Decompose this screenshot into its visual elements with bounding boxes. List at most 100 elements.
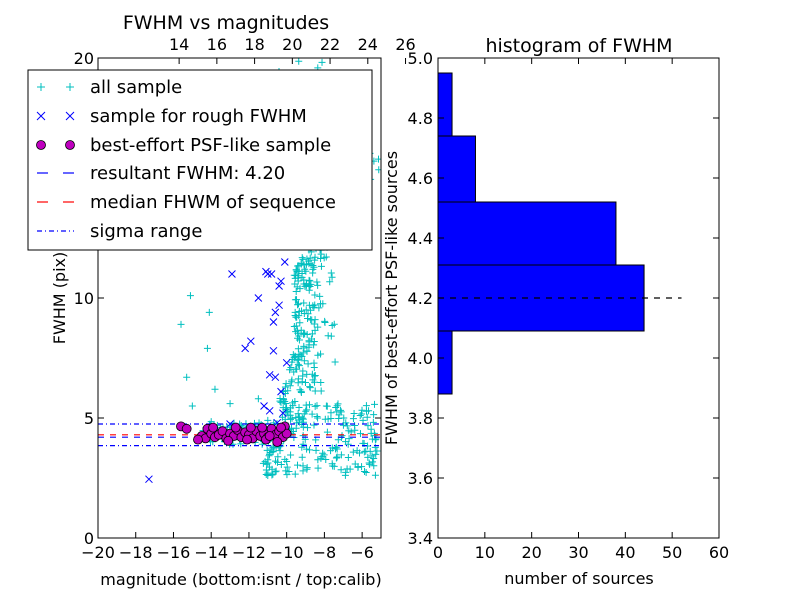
scatter-point-all-sample — [344, 454, 352, 462]
scatter-point-all-sample — [332, 403, 340, 411]
x-tick-label: −16 — [157, 543, 191, 562]
scatter-point-all-sample — [370, 411, 378, 419]
scatter-point-all-sample — [338, 432, 346, 440]
scatter-point-all-sample — [274, 453, 282, 461]
scatter-point-all-sample — [304, 314, 312, 322]
scatter-point-all-sample — [293, 283, 301, 291]
scatter-point-all-sample — [295, 308, 303, 316]
x-tick-label: 10 — [475, 543, 495, 562]
scatter-point-all-sample — [304, 360, 312, 368]
histogram-bar — [437, 201, 617, 266]
scatter-point-rough-sample — [271, 308, 280, 317]
scatter-axis-ticks: −20 −18 −16 −14 −12 −10 −8 −6 14 16 18 20 22 24 26 0 5 10… — [74, 35, 416, 562]
scatter-point-all-sample — [283, 463, 291, 471]
scatter-point-all-sample — [299, 462, 307, 470]
scatter-point-all-sample — [317, 255, 325, 263]
scatter-point-psf-sample — [264, 431, 275, 441]
scatter-point-all-sample — [268, 465, 276, 473]
scatter-point-all-sample — [340, 414, 348, 422]
scatter-point-all-sample — [295, 404, 303, 412]
scatter-point-all-sample — [349, 448, 357, 456]
scatter-point-all-sample — [356, 411, 364, 419]
scatter-point-all-sample — [320, 254, 328, 262]
scatter-point-all-sample — [261, 458, 269, 466]
scatter-point-all-sample — [306, 384, 314, 392]
scatter-point-all-sample — [290, 368, 298, 376]
scatter-point-all-sample — [267, 445, 275, 453]
scatter-point-all-sample — [359, 416, 367, 424]
scatter-point-all-sample — [328, 273, 336, 281]
x-tick-label: −18 — [119, 543, 153, 562]
scatter-point-all-sample — [333, 402, 341, 410]
scatter-point-all-sample — [333, 408, 341, 416]
scatter-point-all-sample — [314, 414, 322, 422]
scatter-point-all-sample — [327, 447, 335, 455]
scatter-point-all-sample — [333, 454, 341, 462]
scatter-point-all-sample — [300, 299, 308, 307]
scatter-point-rough-sample — [269, 318, 278, 326]
y-tick-label: 10 — [74, 289, 94, 308]
legend-label: all sample — [90, 77, 182, 98]
scatter-point-all-sample — [306, 383, 314, 391]
scatter-point-all-sample — [298, 254, 306, 262]
scatter-point-all-sample — [291, 296, 299, 304]
scatter-point-all-sample — [319, 449, 327, 457]
scatter-point-all-sample — [357, 410, 365, 418]
scatter-point-all-sample — [294, 327, 302, 335]
scatter-point-all-sample — [332, 443, 340, 451]
scatter-point-all-sample — [297, 259, 305, 267]
scatter-point-all-sample — [311, 253, 319, 261]
scatter-point-all-sample — [269, 443, 277, 451]
x-tick-label: 20 — [521, 543, 541, 562]
scatter-point-psf-sample — [272, 437, 283, 447]
scatter-point-all-sample — [308, 316, 316, 324]
scatter-point-all-sample — [295, 336, 303, 344]
scatter-point-all-sample — [300, 357, 308, 365]
scatter-point-all-sample — [302, 306, 310, 314]
histogram-chart: histogram of FWHM 0 10 20 30 40 50 60 3.4 3.6 3.8… — [382, 35, 729, 588]
scatter-point-all-sample — [297, 351, 305, 359]
scatter-point-all-sample — [319, 300, 327, 308]
histogram-plot-data — [437, 72, 682, 395]
scatter-point-all-sample — [350, 410, 358, 418]
scatter-point-rough-sample — [265, 406, 274, 415]
scatter-point-all-sample — [302, 260, 310, 268]
scatter-point-all-sample — [262, 471, 270, 479]
scatter-point-all-sample — [289, 399, 297, 407]
scatter-point-all-sample — [301, 378, 309, 386]
scatter-point-all-sample — [317, 379, 325, 387]
scatter-point-all-sample — [287, 404, 295, 412]
y-tick-label: 4.0 — [408, 349, 433, 368]
scatter-point-all-sample — [299, 432, 307, 440]
scatter-point-all-sample — [299, 367, 307, 375]
scatter-point-all-sample — [327, 269, 335, 277]
scatter-point-all-sample — [360, 448, 368, 456]
scatter-point-all-sample — [291, 311, 299, 319]
scatter-point-all-sample — [310, 364, 318, 372]
scatter-chart-title: FWHM vs magnitudes — [123, 12, 329, 34]
scatter-point-all-sample — [259, 459, 267, 467]
scatter-point-all-sample — [312, 446, 320, 454]
scatter-point-all-sample — [290, 271, 298, 279]
scatter-point-all-sample — [303, 465, 311, 473]
scatter-point-all-sample — [226, 400, 234, 408]
scatter-point-all-sample — [303, 445, 311, 453]
scatter-point-all-sample — [318, 453, 326, 461]
scatter-point-all-sample — [294, 379, 302, 387]
scatter-point-all-sample — [292, 287, 300, 295]
scatter-point-all-sample — [365, 407, 373, 415]
scatter-point-rough-sample — [279, 409, 287, 418]
scatter-point-all-sample — [311, 291, 319, 299]
scatter-point-all-sample — [310, 421, 318, 429]
scatter-point-all-sample — [293, 461, 301, 469]
scatter-point-all-sample — [371, 400, 379, 408]
scatter-point-all-sample — [328, 460, 336, 468]
scatter-point-all-sample — [311, 326, 319, 334]
scatter-point-all-sample — [351, 426, 359, 434]
scatter-point-all-sample — [364, 453, 372, 461]
top-tick-label: 18 — [244, 35, 264, 54]
x-tick-label: −20 — [81, 543, 115, 562]
scatter-point-all-sample — [205, 308, 213, 316]
scatter-point-all-sample — [316, 292, 324, 300]
